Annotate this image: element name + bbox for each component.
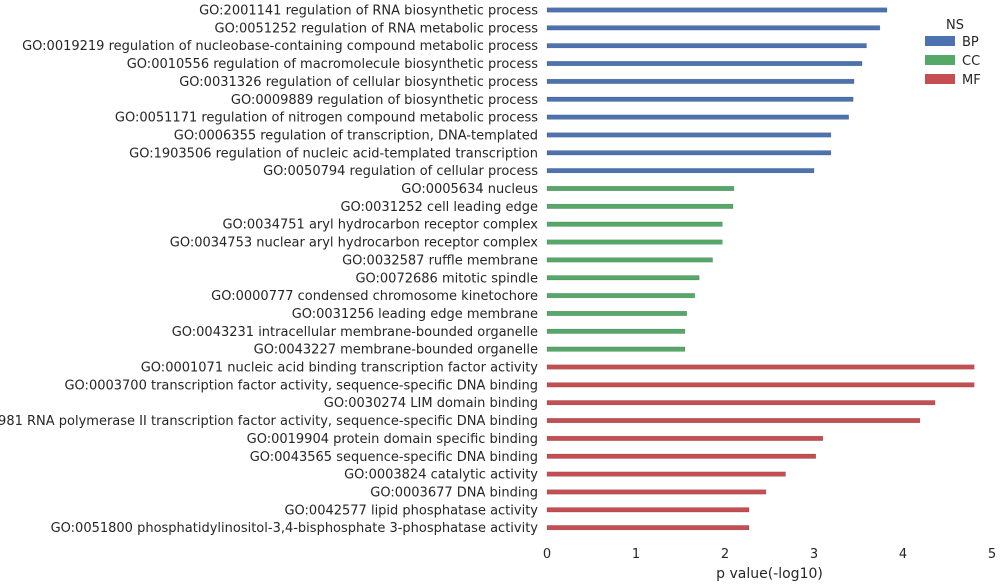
category-label: GO:0043231 intracellular membrane-bounde… bbox=[172, 325, 538, 340]
category-label: GO:0051171 regulation of nitrogen compou… bbox=[115, 111, 538, 126]
legend: NS BP CC MF bbox=[925, 18, 981, 88]
bar-mf bbox=[546, 453, 817, 459]
bar-bp bbox=[546, 43, 867, 49]
category-label: GO:0034753 nuclear aryl hydrocarbon rece… bbox=[170, 236, 539, 251]
category-label: GO:0032587 ruffle membrane bbox=[342, 253, 538, 268]
category-label: GO:0031326 regulation of cellular biosyn… bbox=[179, 75, 538, 90]
category-label: GO:0003700 transcription factor activity… bbox=[64, 378, 538, 393]
category-label: GO:0010556 regulation of macromolecule b… bbox=[127, 57, 538, 72]
category-label: GO:0034751 aryl hydrocarbon receptor com… bbox=[222, 218, 538, 233]
x-tick-label: 2 bbox=[721, 547, 729, 562]
category-label: GO:0072686 mitotic spindle bbox=[355, 271, 538, 286]
category-label: GO:0031256 leading edge membrane bbox=[292, 307, 538, 322]
bar-mf bbox=[546, 435, 824, 441]
bar-mf bbox=[546, 471, 786, 477]
bar-cc bbox=[546, 328, 686, 334]
category-label: GO:0043227 membrane-bounded organelle bbox=[254, 343, 538, 358]
bar-cc bbox=[546, 239, 723, 245]
x-axis: 0 1 2 3 4 5 bbox=[543, 547, 996, 562]
legend-swatch-mf bbox=[925, 74, 955, 84]
bar-bp bbox=[546, 150, 832, 156]
legend-title: NS bbox=[946, 18, 964, 33]
category-label: GO:2001141 regulation of RNA biosyntheti… bbox=[199, 4, 538, 19]
category-label: GO:0050794 regulation of cellular proces… bbox=[263, 164, 538, 179]
category-label: GO:0051252 regulation of RNA metabolic p… bbox=[215, 21, 539, 36]
category-label: GO:0000777 condensed chromosome kinetoch… bbox=[211, 289, 538, 304]
x-tick-label: 3 bbox=[810, 547, 818, 562]
bar-cc bbox=[546, 275, 700, 281]
legend-swatch-bp bbox=[925, 36, 955, 46]
category-label: GO:0009889 regulation of biosynthetic pr… bbox=[231, 93, 538, 108]
bar-bp bbox=[546, 61, 863, 67]
legend-label: CC bbox=[962, 54, 980, 69]
category-label: GO:0001071 nucleic acid binding transcri… bbox=[141, 361, 539, 376]
category-label: GO:0031252 cell leading edge bbox=[340, 200, 538, 215]
bar-bp bbox=[546, 168, 815, 174]
x-tick-label: 5 bbox=[988, 547, 996, 562]
bar-mf bbox=[546, 507, 750, 513]
x-tick-label: 4 bbox=[899, 547, 907, 562]
bars-group bbox=[546, 7, 975, 531]
legend-label: BP bbox=[962, 35, 979, 50]
legend-label: MF bbox=[962, 73, 981, 88]
category-label: GO:0003677 DNA binding bbox=[370, 485, 538, 500]
category-label: GO:0005634 nucleus bbox=[401, 182, 538, 197]
bar-bp bbox=[546, 114, 849, 120]
legend-swatch-cc bbox=[925, 55, 955, 65]
bar-bp bbox=[546, 132, 832, 138]
bar-bp bbox=[546, 7, 888, 13]
bar-cc bbox=[546, 346, 686, 352]
category-label: GO:0019219 regulation of nucleobase-cont… bbox=[22, 39, 538, 54]
bar-mf bbox=[546, 400, 936, 406]
bar-cc bbox=[546, 310, 687, 316]
category-label: GO:1903506 regulation of nucleic acid-te… bbox=[129, 146, 538, 161]
bar-mf bbox=[546, 364, 975, 370]
bar-mf bbox=[546, 525, 750, 531]
bar-mf bbox=[546, 489, 767, 495]
category-label: GO:0043565 sequence-specific DNA binding bbox=[250, 450, 538, 465]
bar-cc bbox=[546, 203, 734, 209]
bar-cc bbox=[546, 221, 723, 227]
category-label: GO:0006355 regulation of transcription, … bbox=[174, 128, 538, 143]
x-tick-label: 0 bbox=[543, 547, 551, 562]
bar-cc bbox=[546, 186, 735, 191]
bar-cc bbox=[546, 293, 695, 299]
category-label: GO:0042577 lipid phosphatase activity bbox=[284, 503, 538, 518]
bar-bp bbox=[546, 96, 854, 102]
category-label: GO:0000981 RNA polymerase II transcripti… bbox=[0, 414, 538, 429]
category-label: GO:0051800 phosphatidylinositol-3,4-bisp… bbox=[51, 521, 539, 536]
x-tick-label: 1 bbox=[632, 547, 640, 562]
bar-mf bbox=[546, 418, 921, 424]
bar-bp bbox=[546, 78, 855, 84]
category-label: GO:0030274 LIM domain binding bbox=[324, 396, 538, 411]
category-label: GO:0019904 protein domain specific bindi… bbox=[247, 432, 538, 447]
bar-mf bbox=[546, 382, 975, 388]
category-labels-group: GO:2001141 regulation of RNA biosyntheti… bbox=[0, 4, 538, 537]
bar-bp bbox=[546, 25, 881, 31]
x-axis-title: p value(-log10) bbox=[716, 566, 823, 582]
category-label: GO:0003824 catalytic activity bbox=[344, 468, 538, 483]
bar-cc bbox=[546, 257, 713, 263]
